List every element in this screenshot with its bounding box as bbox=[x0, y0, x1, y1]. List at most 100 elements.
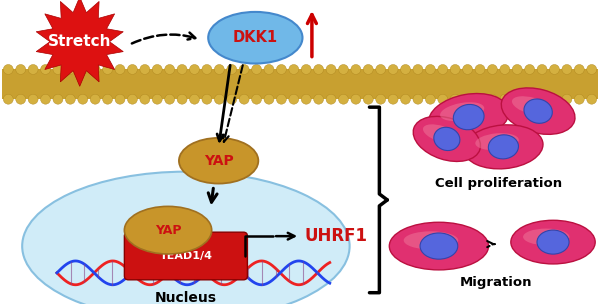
Circle shape bbox=[164, 65, 175, 74]
Circle shape bbox=[214, 65, 224, 74]
Circle shape bbox=[574, 94, 584, 104]
Circle shape bbox=[140, 65, 150, 74]
Circle shape bbox=[65, 94, 76, 104]
Circle shape bbox=[364, 94, 373, 104]
Text: YAP: YAP bbox=[204, 154, 233, 168]
Circle shape bbox=[289, 65, 299, 74]
Ellipse shape bbox=[428, 94, 509, 141]
Ellipse shape bbox=[420, 233, 458, 259]
Circle shape bbox=[587, 65, 596, 74]
Circle shape bbox=[301, 65, 311, 74]
Circle shape bbox=[16, 94, 26, 104]
Circle shape bbox=[475, 94, 485, 104]
Text: UHRF1: UHRF1 bbox=[305, 227, 368, 245]
Circle shape bbox=[338, 94, 349, 104]
Ellipse shape bbox=[124, 206, 212, 254]
Circle shape bbox=[487, 94, 497, 104]
Circle shape bbox=[251, 94, 262, 104]
Circle shape bbox=[65, 65, 76, 74]
Circle shape bbox=[413, 94, 423, 104]
Circle shape bbox=[202, 94, 212, 104]
Ellipse shape bbox=[512, 96, 552, 116]
FancyBboxPatch shape bbox=[124, 232, 247, 280]
Circle shape bbox=[364, 65, 373, 74]
Circle shape bbox=[239, 94, 249, 104]
Ellipse shape bbox=[423, 124, 460, 144]
Circle shape bbox=[537, 65, 547, 74]
Ellipse shape bbox=[453, 104, 484, 130]
Text: TEAD1/4: TEAD1/4 bbox=[160, 251, 212, 261]
Circle shape bbox=[90, 94, 100, 104]
Circle shape bbox=[475, 65, 485, 74]
Ellipse shape bbox=[523, 229, 569, 245]
Circle shape bbox=[251, 65, 262, 74]
Circle shape bbox=[351, 65, 361, 74]
Ellipse shape bbox=[413, 116, 481, 162]
Circle shape bbox=[28, 65, 38, 74]
Ellipse shape bbox=[464, 125, 543, 169]
Circle shape bbox=[388, 94, 398, 104]
Ellipse shape bbox=[22, 172, 350, 306]
Circle shape bbox=[425, 65, 436, 74]
Circle shape bbox=[140, 94, 150, 104]
Circle shape bbox=[314, 94, 323, 104]
Circle shape bbox=[401, 65, 410, 74]
Circle shape bbox=[214, 94, 224, 104]
Ellipse shape bbox=[404, 231, 458, 249]
Circle shape bbox=[115, 65, 125, 74]
Circle shape bbox=[550, 65, 559, 74]
Circle shape bbox=[463, 94, 473, 104]
Circle shape bbox=[524, 65, 535, 74]
Ellipse shape bbox=[501, 88, 575, 134]
Circle shape bbox=[127, 94, 137, 104]
Circle shape bbox=[463, 65, 473, 74]
Circle shape bbox=[289, 94, 299, 104]
Circle shape bbox=[562, 94, 572, 104]
Circle shape bbox=[326, 65, 336, 74]
Circle shape bbox=[401, 94, 410, 104]
Text: Stretch: Stretch bbox=[48, 34, 112, 49]
Bar bbox=[2, 69, 598, 99]
Circle shape bbox=[152, 65, 162, 74]
Circle shape bbox=[537, 94, 547, 104]
Circle shape bbox=[314, 65, 323, 74]
Circle shape bbox=[53, 65, 63, 74]
Circle shape bbox=[574, 65, 584, 74]
Text: Nucleus: Nucleus bbox=[155, 291, 217, 305]
Circle shape bbox=[190, 94, 199, 104]
Circle shape bbox=[103, 94, 113, 104]
Circle shape bbox=[450, 65, 460, 74]
Circle shape bbox=[277, 65, 286, 74]
Circle shape bbox=[524, 94, 535, 104]
Circle shape bbox=[16, 65, 26, 74]
Circle shape bbox=[326, 94, 336, 104]
Circle shape bbox=[264, 65, 274, 74]
Circle shape bbox=[4, 65, 13, 74]
Circle shape bbox=[202, 65, 212, 74]
Circle shape bbox=[338, 65, 349, 74]
Circle shape bbox=[587, 94, 596, 104]
Circle shape bbox=[4, 94, 13, 104]
Circle shape bbox=[388, 65, 398, 74]
Circle shape bbox=[41, 94, 50, 104]
Circle shape bbox=[177, 65, 187, 74]
Circle shape bbox=[512, 65, 522, 74]
Circle shape bbox=[277, 94, 286, 104]
Text: Cell proliferation: Cell proliferation bbox=[435, 177, 562, 190]
Ellipse shape bbox=[179, 138, 259, 184]
Circle shape bbox=[190, 65, 199, 74]
Ellipse shape bbox=[511, 220, 595, 264]
Circle shape bbox=[78, 65, 88, 74]
Circle shape bbox=[152, 94, 162, 104]
Circle shape bbox=[103, 65, 113, 74]
Ellipse shape bbox=[524, 99, 553, 123]
Ellipse shape bbox=[475, 133, 519, 150]
Circle shape bbox=[438, 94, 448, 104]
Circle shape bbox=[351, 94, 361, 104]
Ellipse shape bbox=[440, 102, 484, 121]
Ellipse shape bbox=[537, 230, 569, 254]
Circle shape bbox=[127, 65, 137, 74]
Circle shape bbox=[41, 65, 50, 74]
Circle shape bbox=[376, 65, 386, 74]
Text: DKK1: DKK1 bbox=[233, 30, 278, 45]
